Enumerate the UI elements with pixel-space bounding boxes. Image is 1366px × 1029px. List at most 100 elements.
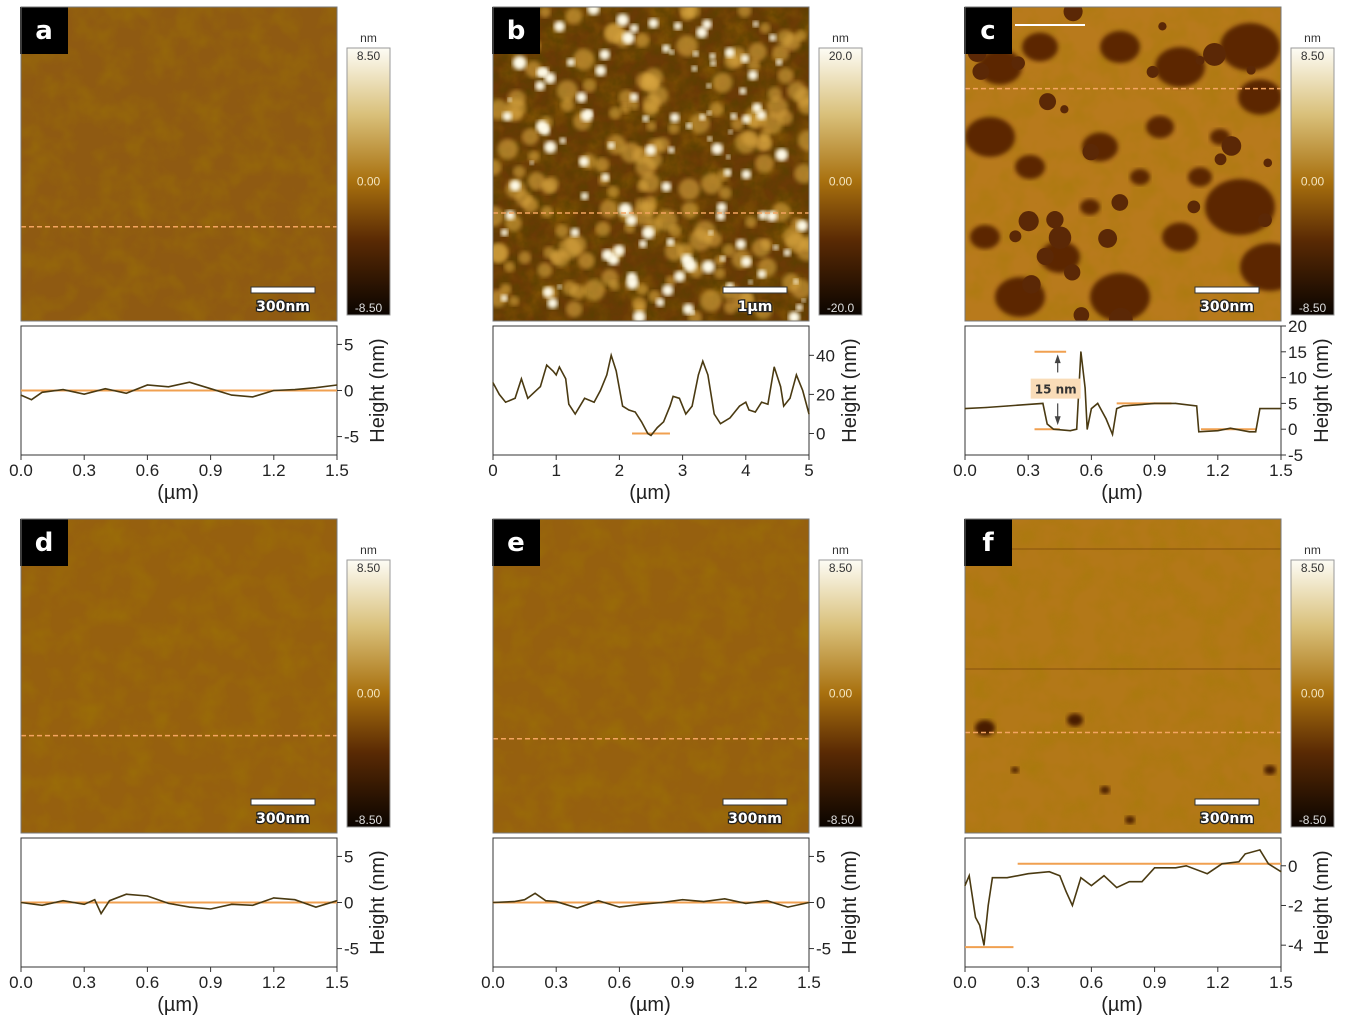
y-axis-label: Height (nm) — [839, 338, 861, 442]
profile-point — [1280, 407, 1282, 410]
grain — [669, 112, 680, 123]
profile-point — [703, 900, 705, 903]
grain — [529, 160, 534, 166]
island-hole — [1246, 65, 1256, 75]
x-tick-label: 3 — [678, 461, 687, 480]
grain — [740, 54, 750, 64]
grain — [601, 173, 610, 182]
grain — [544, 72, 556, 84]
y-tick-label: 40 — [816, 346, 835, 365]
profile-point — [964, 407, 966, 410]
profile-point — [20, 901, 22, 904]
colorbar-unit: nm — [1304, 31, 1321, 45]
grain-halo — [668, 122, 680, 134]
x-tick-label: 1.2 — [1206, 461, 1230, 480]
profile-point — [546, 364, 548, 366]
plot-frame — [492, 325, 810, 456]
grain — [723, 168, 732, 177]
grain-halo — [497, 138, 519, 160]
profile-point — [1185, 865, 1187, 867]
x-tick-label: 0.0 — [953, 461, 977, 480]
island-hole — [1022, 32, 1058, 62]
colorbar-min: -20.0 — [827, 301, 855, 315]
profile-point — [1248, 431, 1250, 433]
grain-halo — [521, 128, 539, 146]
y-tick-label: -5 — [344, 428, 359, 447]
grain-halo — [754, 154, 774, 173]
height-profile-plot: 0.0 0.3 0.6 0.9 1.2 1.5 0 -2 -4 (µm) Height (nm) — [953, 837, 1333, 1016]
x-tick-label: 1.5 — [1269, 461, 1293, 480]
grain — [748, 279, 753, 285]
colorbar-min: -8.50 — [1299, 813, 1327, 827]
grain — [505, 210, 516, 221]
grain — [710, 60, 717, 67]
profile-point — [41, 904, 43, 906]
island-hole — [1195, 55, 1205, 65]
grain-halo — [565, 7, 583, 25]
profile-point — [555, 900, 557, 903]
grain — [674, 270, 686, 282]
grain — [595, 65, 607, 77]
x-axis-label: (µm) — [157, 482, 199, 504]
profile-point — [1111, 433, 1114, 435]
profile-point — [62, 388, 64, 391]
profile-point — [555, 374, 557, 376]
grain-halo — [794, 164, 809, 184]
panel-d: d 300nm nm 8.50 0.00 -8.50 0.0 0.3 0.6 0.9 1.2 1.5 5… — [9, 518, 391, 1016]
x-tick-label: 1.2 — [1206, 973, 1230, 992]
x-tick-label: 0.3 — [1016, 461, 1040, 480]
grain — [661, 44, 671, 53]
profile-point — [702, 360, 704, 362]
y-axis-label: Height (nm) — [367, 338, 389, 442]
grain-halo — [787, 81, 807, 101]
profile-point — [987, 904, 989, 907]
profile-point — [1116, 407, 1118, 410]
panel-letter: b — [507, 16, 526, 46]
grain — [648, 18, 659, 29]
island-hole — [1063, 264, 1081, 281]
colorbar-max: 8.50 — [1301, 49, 1325, 63]
profile-point — [558, 366, 560, 368]
profile-point — [738, 405, 741, 407]
profile-point — [1105, 418, 1107, 420]
colorbar-unit: nm — [360, 543, 377, 557]
grain-halo — [646, 121, 657, 132]
scale-bar — [722, 798, 788, 806]
colorbar-mid: 0.00 — [829, 175, 853, 189]
island-hole — [1073, 307, 1090, 321]
profile-line — [492, 892, 810, 909]
grain — [553, 20, 565, 32]
colorbar-min: -8.50 — [1299, 301, 1327, 315]
plot-frame — [964, 837, 1282, 968]
grain-halo — [620, 103, 631, 114]
colorbar-max: 8.50 — [357, 49, 381, 63]
grain-halo — [644, 151, 662, 169]
profile-point — [210, 388, 212, 390]
island-hole — [978, 49, 1022, 85]
profile-line — [20, 893, 338, 916]
profile-point — [1046, 423, 1048, 425]
x-tick-label: 1.5 — [1269, 973, 1293, 992]
grain-halo — [493, 289, 507, 308]
profile-point — [1006, 405, 1008, 407]
x-tick-label: 0.6 — [608, 973, 632, 992]
grain-halo — [747, 59, 760, 72]
island-hole — [1162, 222, 1198, 252]
y-tick-label: 5 — [344, 335, 353, 354]
grain — [796, 219, 809, 232]
scale-bar-label: 1µm — [738, 299, 773, 315]
panel-b: b 1µm nm 20.0 0.00 -20.0 0 1 2 3 4 5 40 20 0 (µm) Height… — [488, 6, 863, 504]
x-tick-label: 1.2 — [262, 973, 286, 992]
afm-image: b 1µm — [492, 6, 810, 322]
island-hole — [1015, 155, 1045, 179]
profile-point — [745, 902, 747, 905]
profile-point — [808, 413, 810, 415]
grain — [642, 115, 649, 122]
grain-halo — [712, 72, 733, 93]
grain-halo — [714, 267, 726, 279]
profile-point — [672, 395, 674, 397]
image-texture — [965, 519, 1281, 833]
panel-c: c 300nm nm 8.50 0.00 -8.50 0.0 0.3 0.6 0.9 1.2 1.5 2… — [953, 6, 1335, 504]
grain — [719, 255, 726, 262]
grain-halo — [493, 243, 509, 263]
